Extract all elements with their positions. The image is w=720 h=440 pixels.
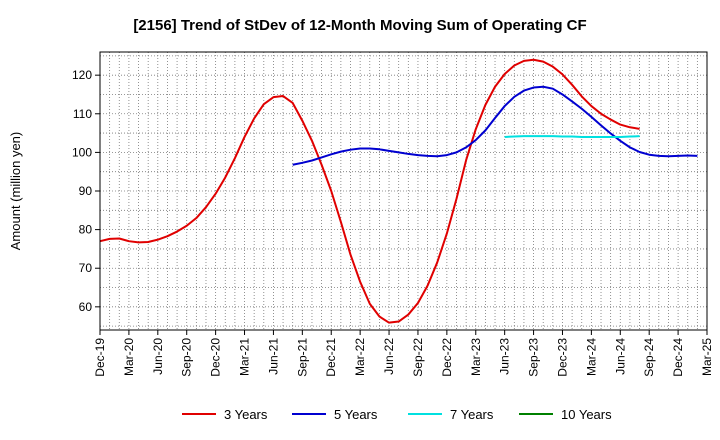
series-line-5-years [292, 85, 698, 166]
x-tick-label: Mar-23 [469, 338, 483, 376]
x-tick-label: Sep-23 [527, 338, 541, 377]
series-line-3-years [99, 58, 640, 324]
legend-label: 5 Years [334, 407, 378, 422]
x-tick-label: Dec-22 [440, 338, 454, 377]
grid [100, 52, 707, 330]
series-lines [99, 58, 698, 324]
x-tick-label: Jun-20 [151, 338, 165, 375]
y-tick-label: 90 [79, 184, 93, 198]
x-tick-label: Mar-21 [238, 338, 252, 376]
x-tick-label: Dec-21 [324, 338, 338, 377]
x-tick-label: Jun-22 [382, 338, 396, 375]
x-tick-label: Jun-23 [498, 338, 512, 375]
x-tick-label: Sep-22 [411, 338, 425, 377]
x-tick-label: Dec-19 [93, 338, 107, 377]
y-tick-label: 100 [72, 145, 92, 159]
x-tick-label: Dec-23 [555, 338, 569, 377]
x-tick-label: Dec-24 [671, 338, 685, 377]
y-axis-ticks: 60 70 80 90 100 110 120 [72, 68, 100, 314]
x-tick-label: Sep-20 [180, 338, 194, 377]
legend: 3 Years 5 Years 7 Years 10 Years [182, 407, 612, 422]
y-tick-label: 110 [73, 107, 92, 121]
x-tick-label: Mar-22 [353, 338, 367, 376]
x-tick-label: Dec-20 [209, 338, 223, 377]
x-tick-label: Jun-21 [266, 338, 280, 375]
y-tick-label: 60 [79, 300, 93, 314]
y-tick-label: 70 [79, 261, 93, 275]
x-tick-label: Mar-24 [584, 338, 598, 376]
x-tick-label: Sep-24 [642, 338, 656, 377]
plot-area [99, 51, 708, 331]
y-tick-label: 80 [79, 223, 93, 237]
chart-title: [2156] Trend of StDev of 12-Month Moving… [133, 17, 586, 34]
legend-label: 10 Years [561, 407, 612, 422]
x-tick-label: Mar-20 [122, 338, 136, 376]
series-line-7-years [504, 135, 640, 138]
legend-label: 3 Years [224, 407, 268, 422]
x-tick-label: Sep-21 [295, 338, 309, 377]
x-tick-label: Mar-25 [700, 338, 714, 376]
legend-label: 7 Years [450, 407, 494, 422]
y-axis-label: Amount (million yen) [8, 132, 23, 251]
x-tick-label: Jun-24 [613, 338, 627, 375]
x-axis-ticks: Dec-19 Mar-20 Jun-20 Sep-20 Dec-20 Mar-21 Jun-… [93, 330, 714, 377]
y-tick-label: 120 [72, 68, 92, 82]
